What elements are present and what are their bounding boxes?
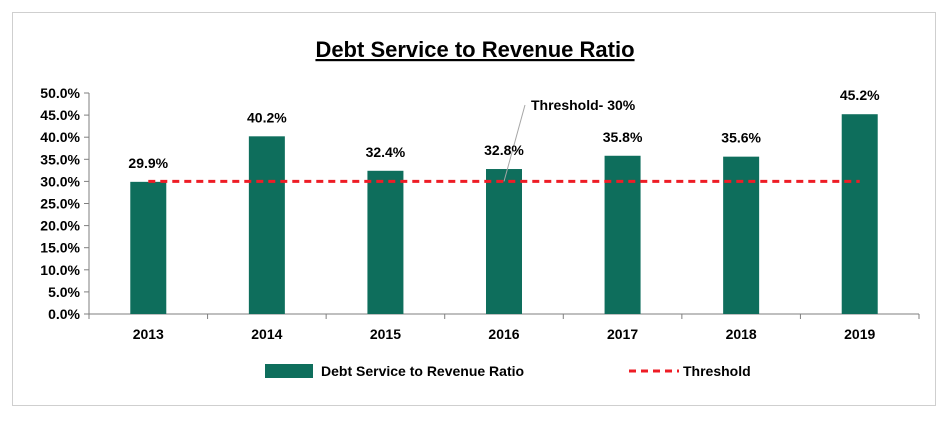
data-label: 35.6% — [721, 130, 761, 146]
bar — [248, 136, 285, 314]
bar-series — [130, 114, 878, 314]
chart-axes: 0.0% 5.0% 10.0% 15.0% 20.0% 25.0% 30.0% 35.0% 40… — [40, 85, 920, 342]
bar — [841, 114, 878, 314]
bar — [367, 170, 404, 314]
y-tick-label: 20.0% — [40, 218, 80, 234]
x-tick-label: 2017 — [607, 326, 638, 342]
bar-chart: Debt Service to Revenue Ratio 0.0% 5.0% 10… — [40, 37, 920, 379]
chart-frame: Debt Service to Revenue Ratio 0.0% 5.0% 10… — [12, 12, 936, 406]
bar — [486, 169, 522, 314]
y-tick-label: 25.0% — [40, 196, 80, 212]
legend: Debt Service to Revenue Ratio Threshold — [265, 363, 751, 379]
data-label: 29.9% — [128, 155, 168, 171]
x-tick-label: 2018 — [726, 326, 757, 342]
y-tick-label: 45.0% — [40, 107, 80, 123]
x-tick-label: 2016 — [488, 326, 519, 342]
y-tick-label: 5.0% — [48, 284, 80, 300]
y-tick-label: 10.0% — [40, 262, 80, 278]
y-tick-label: 15.0% — [40, 240, 80, 256]
threshold-annotation: Threshold- 30% — [531, 97, 636, 113]
data-label: 32.4% — [366, 144, 406, 160]
legend-label-bars: Debt Service to Revenue Ratio — [321, 363, 524, 379]
data-label: 32.8% — [484, 142, 524, 158]
y-tick-label: 40.0% — [40, 129, 80, 145]
annotation-leader — [503, 104, 526, 182]
y-tick-label: 30.0% — [40, 173, 80, 189]
y-tick-label: 0.0% — [48, 306, 80, 322]
y-tick-label: 35.0% — [40, 151, 80, 167]
legend-label-threshold: Threshold — [683, 363, 751, 379]
x-tick-label: 2014 — [251, 326, 282, 342]
chart-title: Debt Service to Revenue Ratio — [315, 37, 634, 62]
data-label: 35.8% — [603, 129, 643, 145]
data-label: 45.2% — [840, 87, 880, 103]
bar — [604, 155, 641, 314]
data-labels: 29.9% 40.2% 32.4% 32.8% 35.8% 35.6% 45.2% — [128, 87, 880, 171]
x-tick-label: 2013 — [133, 326, 164, 342]
x-tick-label: 2019 — [844, 326, 875, 342]
y-tick-label: 50.0% — [40, 85, 80, 101]
data-label: 40.2% — [247, 109, 287, 125]
x-tick-label: 2015 — [370, 326, 401, 342]
legend-swatch-bars — [265, 364, 313, 378]
bar — [130, 181, 167, 314]
threshold-layer: Threshold- 30% — [148, 97, 860, 183]
